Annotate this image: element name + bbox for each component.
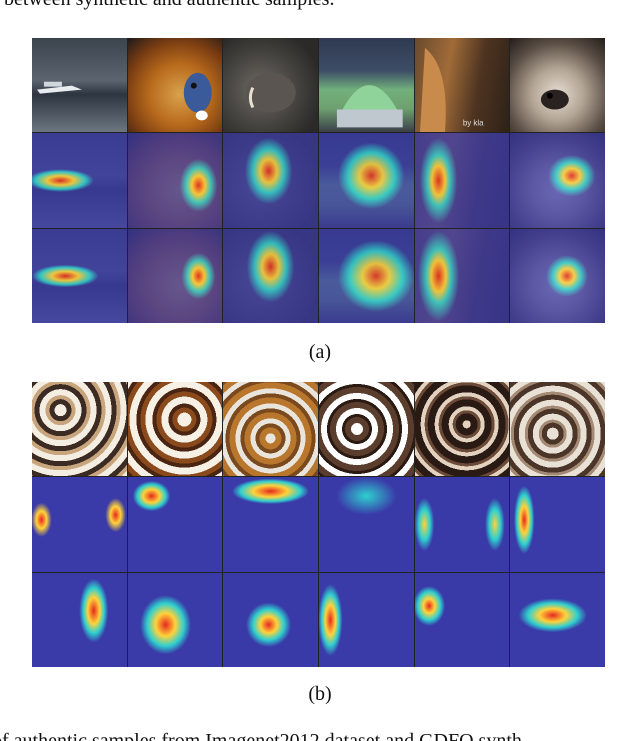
synthetic-heatmap-4-1 — [318, 477, 414, 572]
caption-a: (a) — [308, 341, 332, 363]
synthetic-heatmap-2-2 — [127, 572, 223, 667]
heatmap-dome-2 — [318, 228, 414, 323]
synthetic-heatmap-6-2 — [510, 572, 605, 667]
photo-dog — [510, 38, 605, 133]
synthetic-heatmap-1-2 — [32, 572, 127, 667]
top-text-fragment: between synthetic and authentic samples. — [0, 0, 640, 16]
figure-panel-a: by kla — [32, 38, 605, 323]
photo-warthog — [223, 38, 318, 133]
synthetic-sample-4 — [318, 382, 414, 477]
figure-panel-b — [32, 382, 605, 667]
synthetic-sample-3 — [223, 382, 318, 477]
photo-bird: by kla — [414, 38, 510, 133]
synthetic-sample-1 — [32, 382, 127, 477]
bottom-text-fragment: of authentic samples from Imagenet2012 d… — [0, 725, 640, 741]
heatmap-dog-1 — [510, 133, 605, 228]
synthetic-sample-6 — [510, 382, 605, 477]
synthetic-heatmap-3-2 — [223, 572, 318, 667]
synthetic-heatmap-1-1 — [32, 477, 127, 572]
heatmap-dome-1 — [318, 133, 414, 228]
synthetic-sample-5 — [414, 382, 510, 477]
bottom-text: of authentic samples from Imagenet2012 d… — [0, 730, 522, 741]
synthetic-heatmap-5-2 — [414, 572, 510, 667]
synthetic-heatmap-6-1 — [510, 477, 605, 572]
heatmap-bird-1 — [414, 133, 510, 228]
heatmap-warthog-2 — [223, 228, 318, 323]
photo-boat — [32, 38, 127, 133]
synthetic-sample-2 — [127, 382, 223, 477]
heatmap-monkey-1 — [127, 133, 223, 228]
heatmap-monkey-2 — [127, 228, 223, 323]
heatmap-dog-2 — [510, 228, 605, 323]
synthetic-heatmap-3-1 — [223, 477, 318, 572]
synthetic-heatmap-4-2 — [318, 572, 414, 667]
photo-dome — [318, 38, 414, 133]
heatmap-boat-2 — [32, 228, 127, 323]
photo-monkey — [127, 38, 223, 133]
caption-b: (b) — [308, 683, 332, 705]
heatmap-boat-1 — [32, 133, 127, 228]
top-text: between synthetic and authentic samples. — [4, 0, 334, 11]
watermark-text: by kla — [462, 118, 483, 127]
heatmap-warthog-1 — [223, 133, 318, 228]
synthetic-heatmap-5-1 — [414, 477, 510, 572]
heatmap-bird-2 — [414, 228, 510, 323]
synthetic-heatmap-2-1 — [127, 477, 223, 572]
